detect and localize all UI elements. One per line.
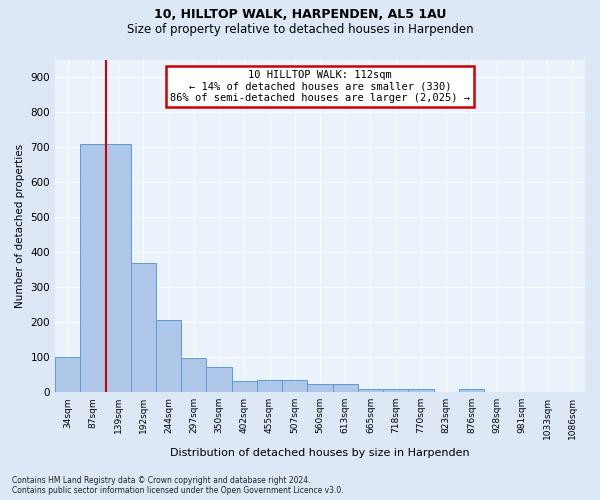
Text: 10 HILLTOP WALK: 112sqm
← 14% of detached houses are smaller (330)
86% of semi-d: 10 HILLTOP WALK: 112sqm ← 14% of detache…: [170, 70, 470, 103]
Bar: [232, 381, 257, 392]
Bar: [80, 144, 106, 392]
Y-axis label: Number of detached properties: Number of detached properties: [15, 144, 25, 308]
Bar: [459, 388, 484, 392]
Text: Size of property relative to detached houses in Harpenden: Size of property relative to detached ho…: [127, 22, 473, 36]
Text: 10, HILLTOP WALK, HARPENDEN, AL5 1AU: 10, HILLTOP WALK, HARPENDEN, AL5 1AU: [154, 8, 446, 20]
Bar: [257, 380, 282, 392]
Bar: [409, 388, 434, 392]
Bar: [181, 358, 206, 392]
Text: Contains HM Land Registry data © Crown copyright and database right 2024.
Contai: Contains HM Land Registry data © Crown c…: [12, 476, 344, 495]
Bar: [307, 384, 332, 392]
Bar: [106, 144, 131, 392]
Bar: [358, 388, 383, 392]
X-axis label: Distribution of detached houses by size in Harpenden: Distribution of detached houses by size …: [170, 448, 470, 458]
Bar: [156, 320, 181, 392]
Bar: [332, 384, 358, 392]
Bar: [55, 357, 80, 392]
Bar: [206, 366, 232, 392]
Bar: [282, 380, 307, 392]
Bar: [131, 263, 156, 392]
Bar: [383, 388, 409, 392]
